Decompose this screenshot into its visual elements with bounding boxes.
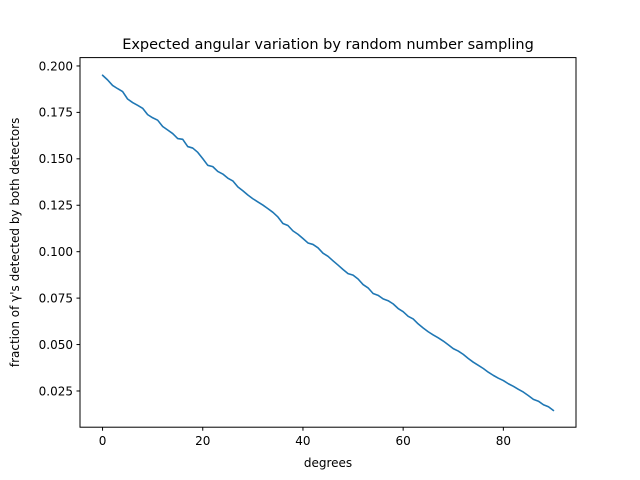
- x-tick-label: 20: [195, 434, 210, 448]
- y-tick-label: 0.175: [39, 106, 73, 120]
- y-axis-label: fraction of γ's detected by both detecto…: [8, 118, 22, 368]
- y-tick-label: 0.150: [39, 152, 73, 166]
- x-tick-label: 80: [496, 434, 511, 448]
- y-tick-label: 0.100: [39, 245, 73, 259]
- plot-area: [79, 57, 577, 428]
- x-tick-label: 40: [295, 434, 310, 448]
- x-axis: 0 20 40 60 80: [99, 427, 511, 448]
- y-tick-label: 0.125: [39, 199, 73, 213]
- y-tick-label: 0.075: [39, 291, 73, 305]
- x-tick-label: 0: [99, 434, 107, 448]
- y-tick-label: 0.025: [39, 384, 73, 398]
- x-tick-label: 60: [396, 434, 411, 448]
- y-tick-label: 0.050: [39, 338, 73, 352]
- y-axis: 0.025 0.050 0.075 0.100 0.125 0.150 0.175 0.200: [39, 59, 80, 398]
- y-tick-label: 0.200: [39, 59, 73, 73]
- series-line: [101, 74, 555, 412]
- axes-frame: [79, 57, 577, 428]
- x-axis-label: degrees: [304, 456, 352, 470]
- chart-title: Expected angular variation by random num…: [122, 37, 534, 53]
